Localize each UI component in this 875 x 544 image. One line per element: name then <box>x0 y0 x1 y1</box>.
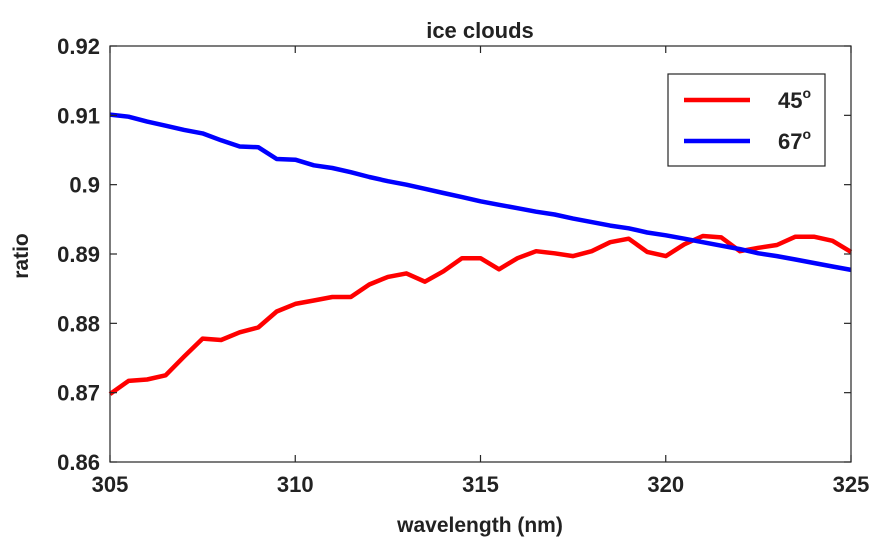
x-tick-label: 325 <box>833 472 870 497</box>
x-tick-label: 315 <box>462 472 499 497</box>
series-line-67 <box>109 112 852 273</box>
axes: 305 310 315 320 325 0.86 0.87 0.88 0.89 0.9 0.91 0.… <box>57 34 869 497</box>
y-tick-label: 0.89 <box>57 242 100 267</box>
chart-title: ice clouds <box>426 18 534 43</box>
y-axis-title: ratio <box>10 233 33 279</box>
y-tick-label: 0.92 <box>57 34 100 59</box>
y-tick-label: 0.9 <box>69 173 100 198</box>
series-line-45 <box>108 233 853 396</box>
y-tick-label: 0.91 <box>57 103 100 128</box>
x-tick-label: 305 <box>92 472 129 497</box>
degree-superscript: o <box>802 85 811 101</box>
y-tick-label: 0.87 <box>57 381 100 406</box>
y-tick-label: 0.86 <box>57 450 100 475</box>
legend-box <box>667 73 826 167</box>
x-axis-title: wavelength (nm) <box>396 514 563 537</box>
degree-superscript: o <box>802 126 811 142</box>
y-tick-label: 0.88 <box>57 311 100 336</box>
x-tick-label: 310 <box>277 472 314 497</box>
series-layer <box>108 112 853 396</box>
x-tick-label: 320 <box>647 472 684 497</box>
